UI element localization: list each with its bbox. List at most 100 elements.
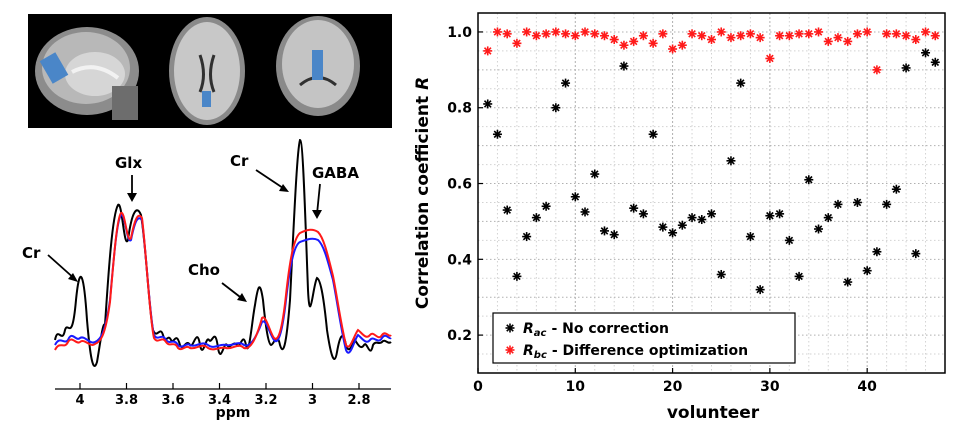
y-axis-label-var: R (413, 77, 433, 90)
point-ac (658, 222, 668, 232)
point-bc (609, 35, 619, 45)
y-axis-label: Correlation coefficient R (413, 77, 433, 309)
x-axis-label: volunteer (667, 403, 760, 423)
point-ac (745, 232, 755, 242)
annotation-cho: Cho (188, 261, 220, 279)
spectrum-xlabel: ppm (216, 405, 251, 421)
point-bc (551, 27, 561, 37)
point-ac (531, 213, 541, 223)
point-bc (872, 65, 882, 75)
point-ac (580, 207, 590, 217)
spectrum-tick-label: 3.2 (254, 393, 277, 408)
point-ac (561, 78, 571, 88)
y-tick-label: 0.4 (447, 252, 472, 268)
legend-star-bc (505, 345, 515, 355)
point-bc (784, 31, 794, 41)
point-ac (697, 215, 707, 225)
point-ac (726, 156, 736, 166)
point-bc (823, 36, 833, 46)
x-tick-label: 30 (760, 379, 780, 395)
plot-frame (477, 12, 946, 374)
legend-ac-symbol: R (523, 321, 534, 337)
point-bc (580, 27, 590, 37)
point-bc (804, 29, 814, 39)
point-bc (638, 31, 648, 41)
arrowhead-gaba (312, 210, 322, 219)
voxel-marker (312, 50, 323, 80)
point-ac (901, 63, 911, 73)
point-bc (492, 27, 502, 37)
point-ac (668, 228, 678, 238)
mri-sagittal (35, 27, 139, 120)
point-ac (502, 205, 512, 215)
point-ac (648, 129, 658, 139)
spectrum-tick-label: 3.8 (115, 393, 138, 408)
point-ac (590, 169, 600, 179)
annotation-cr-right: Cr (230, 152, 249, 170)
x-tick-label: 10 (566, 379, 586, 395)
annotation-cr-left: Cr (22, 244, 41, 262)
point-bc (765, 53, 775, 63)
point-ac (716, 269, 726, 279)
point-ac (843, 277, 853, 287)
point-bc (658, 29, 668, 39)
point-ac (687, 213, 697, 223)
point-bc (522, 27, 532, 37)
point-bc (882, 29, 892, 39)
legend: Rac - No correction Rbc - Difference optim… (492, 312, 796, 364)
x-tick-label: 40 (857, 379, 877, 395)
data-points (483, 27, 940, 295)
legend-ac-text: - No correction (551, 321, 669, 337)
point-bc (814, 27, 824, 37)
point-bc (570, 31, 580, 41)
point-ac (891, 184, 901, 194)
point-ac (638, 209, 648, 219)
arrow-gaba (316, 183, 321, 215)
legend-box (492, 312, 796, 364)
point-bc (745, 29, 755, 39)
arrowhead-cho (237, 293, 247, 302)
spectrum-tick-label: 3.4 (208, 393, 231, 408)
point-ac (707, 209, 716, 219)
point-bc (833, 33, 843, 43)
point-ac (852, 197, 862, 207)
point-ac (522, 232, 532, 242)
spectrum-tick-label: 4 (75, 393, 84, 408)
point-bc (930, 31, 940, 41)
arrowhead-glx (127, 193, 137, 202)
legend-ac-sub: ac (534, 328, 547, 339)
point-bc (619, 40, 629, 50)
spectrum-tick-label: 3 (308, 393, 317, 408)
point-ac (794, 271, 804, 281)
point-ac (619, 61, 629, 71)
y-tick-label: 0.2 (447, 328, 472, 344)
svg-text:Rac- No correction: Rac - No correction (523, 321, 669, 339)
arrowhead-cr-right (279, 184, 289, 192)
legend-marker-bc (505, 345, 515, 355)
point-ac (804, 175, 814, 185)
point-bc (483, 46, 493, 56)
legend-bc-sub: bc (534, 350, 547, 361)
y-axis-label-text: Correlation coefficient (413, 96, 433, 309)
point-ac (823, 213, 833, 223)
point-ac (629, 203, 639, 213)
point-ac (599, 226, 609, 236)
point-bc (541, 29, 551, 39)
point-bc (911, 35, 921, 45)
point-bc (668, 44, 678, 54)
point-bc (891, 29, 901, 39)
arrow-cr-right (255, 169, 287, 191)
legend-entry-bc: Rbc - Difference optimization (505, 343, 748, 361)
mri-axial (169, 17, 245, 125)
point-ac (483, 99, 493, 109)
point-bc (629, 36, 639, 46)
point-ac (911, 249, 921, 259)
voxel-marker (39, 52, 69, 84)
spectrum-tick-label: 3.6 (161, 393, 184, 408)
point-bc (687, 29, 697, 39)
x-tick-label: 20 (663, 379, 683, 395)
point-ac (492, 129, 502, 139)
y-tick-label: 1.0 (447, 25, 472, 41)
point-ac (862, 266, 872, 276)
